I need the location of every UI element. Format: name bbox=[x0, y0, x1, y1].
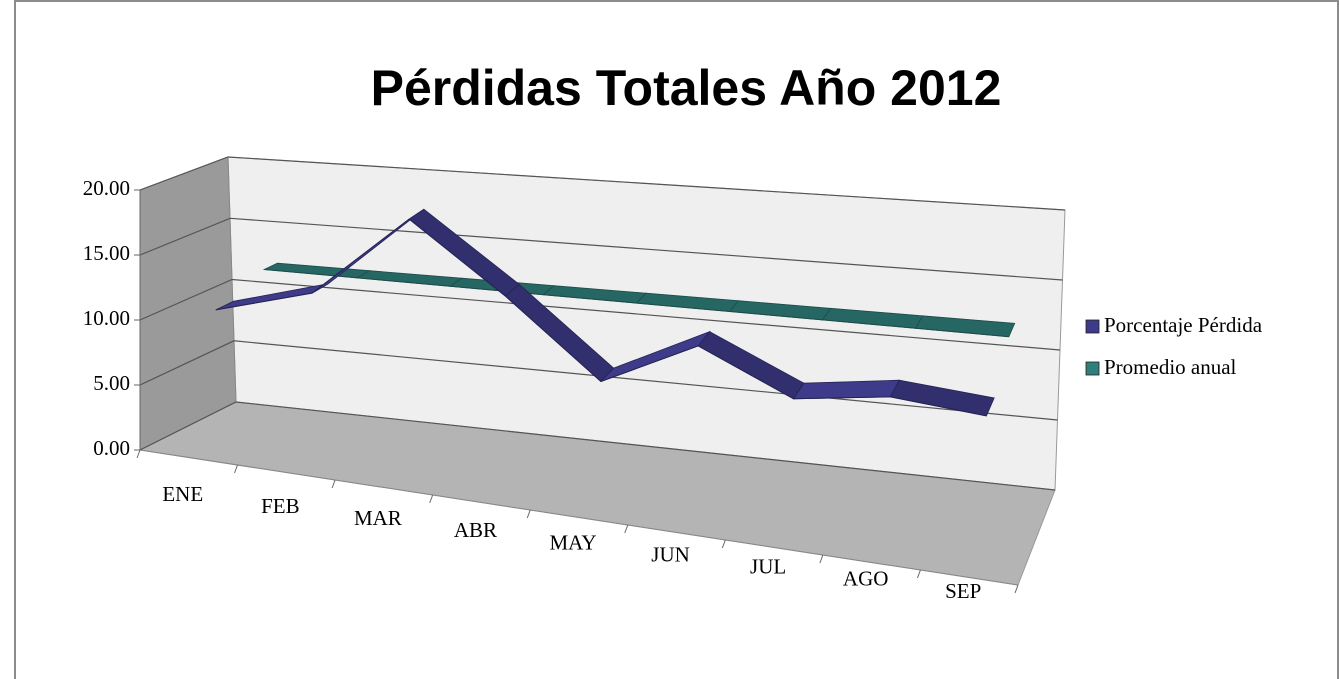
grid bbox=[134, 156, 1066, 594]
labels: 0.00 5.00 10.00 15.00 20.00 ENE FEB MAR ABR MAY JU… bbox=[83, 176, 1263, 603]
legend-swatch bbox=[1085, 361, 1100, 376]
x-tick bbox=[819, 554, 824, 564]
x-tick bbox=[234, 464, 239, 474]
side-wall bbox=[139, 156, 237, 451]
x-tick bbox=[721, 539, 726, 549]
x-tick-label: JUN bbox=[651, 542, 690, 566]
legend-swatch bbox=[1085, 319, 1100, 334]
x-tick-label: MAR bbox=[354, 506, 402, 530]
x-tick-label: JUL bbox=[750, 555, 786, 579]
ribbon-segment bbox=[792, 379, 900, 400]
x-tick-label: ENE bbox=[162, 482, 203, 506]
y-tick-label: 20.00 bbox=[83, 176, 130, 200]
y-tick-label: 10.00 bbox=[83, 306, 130, 330]
x-tick bbox=[429, 494, 434, 504]
legend-label: Promedio anual bbox=[1104, 355, 1237, 379]
x-tick bbox=[1014, 584, 1019, 594]
x-tick bbox=[331, 479, 336, 489]
x-tick-label: SEP bbox=[945, 579, 981, 603]
grid-line bbox=[139, 156, 1066, 211]
y-tick-label: 5.00 bbox=[93, 371, 130, 395]
x-tick-label: AGO bbox=[843, 567, 889, 591]
grid-line bbox=[139, 401, 1056, 491]
x-tick bbox=[624, 524, 629, 534]
series-line bbox=[264, 269, 1009, 338]
x-tick-label: MAY bbox=[549, 530, 596, 554]
x-tick bbox=[136, 449, 141, 459]
grid-line bbox=[139, 278, 1061, 351]
legend-label: Porcentaje Pérdida bbox=[1104, 313, 1263, 337]
plot bbox=[215, 208, 1016, 417]
y-tick-label: 0.00 bbox=[93, 436, 130, 460]
grid-line bbox=[139, 340, 1058, 421]
x-tick bbox=[526, 509, 531, 519]
y-tick-label: 15.00 bbox=[83, 241, 130, 265]
x-tick-label: ABR bbox=[454, 518, 497, 542]
chart-title: Pérdidas Totales Año 2012 bbox=[371, 60, 1002, 116]
x-tick bbox=[916, 569, 921, 579]
x-tick-label: FEB bbox=[261, 494, 300, 518]
grid-line bbox=[139, 217, 1063, 281]
series-line bbox=[215, 218, 987, 417]
